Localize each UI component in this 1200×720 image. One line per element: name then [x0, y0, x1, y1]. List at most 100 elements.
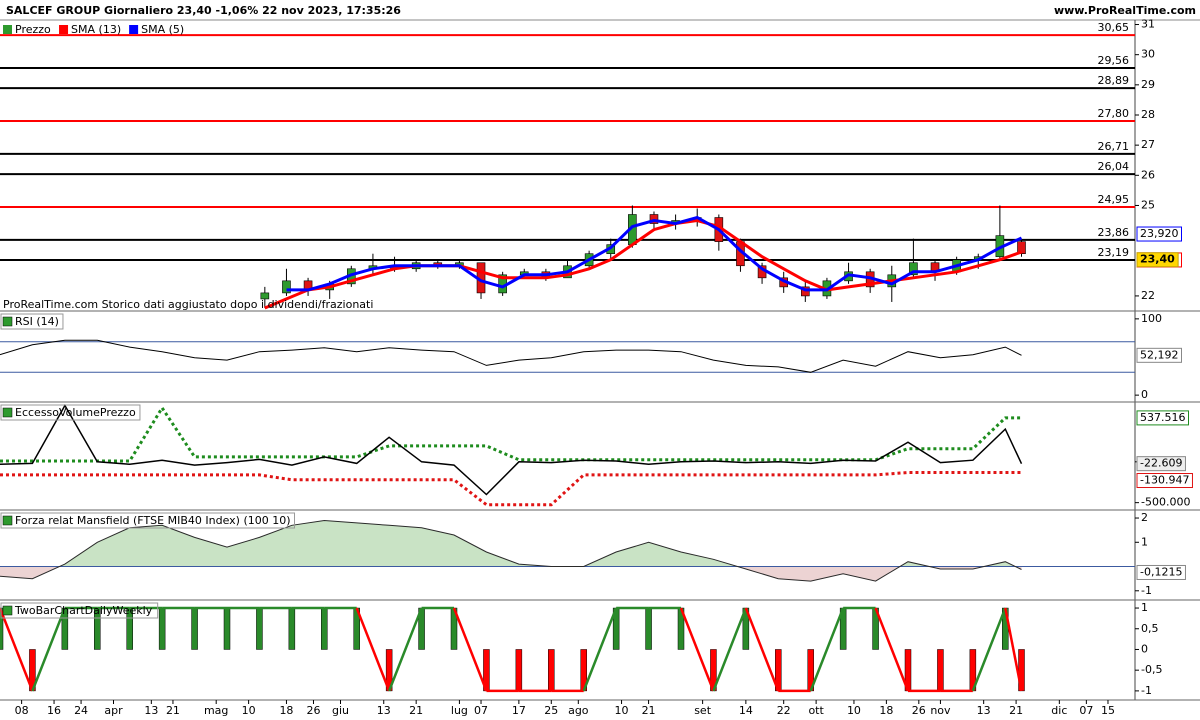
x-tick-label: 08 — [15, 704, 29, 717]
y-tick-label: 29 — [1141, 78, 1155, 91]
value-label-box — [1136, 347, 1182, 363]
level-label: 27,80 — [1098, 107, 1130, 120]
x-tick-label: 18 — [879, 704, 893, 717]
level-label: 30,65 — [1098, 21, 1130, 34]
panel-title-box — [0, 404, 141, 421]
signal-line — [809, 607, 845, 692]
legend-swatch — [59, 25, 69, 34]
indicator-line — [0, 403, 1023, 496]
candle-body — [282, 280, 291, 294]
value-label: 23,40 — [1140, 253, 1175, 266]
x-tick-label: nov — [930, 704, 951, 717]
signal-bar — [256, 607, 263, 650]
signal-bar — [515, 649, 523, 692]
panel-overlay: Forza relat Mansfield (FTSE MIB40 Index)… — [0, 512, 296, 529]
panel — [0, 34, 1135, 310]
y-tick-label: 31 — [1141, 18, 1155, 31]
area-negative — [0, 566, 1022, 582]
value-label-box — [1136, 473, 1193, 489]
y-tick-label: 28 — [1141, 108, 1155, 121]
x-tick-label: ago — [568, 704, 589, 717]
signal-line — [744, 607, 780, 692]
signal-bar — [191, 607, 198, 650]
x-tick-label: ott — [808, 704, 824, 717]
panel-overlay: RSI (14) — [0, 313, 64, 330]
value-label: 23,920 — [1140, 227, 1179, 240]
y-tick-label: 1 — [1141, 601, 1148, 614]
y-tick-label: 30 — [1141, 48, 1155, 61]
upper-band — [0, 405, 1022, 463]
header-bar — [0, 0, 1200, 20]
x-tick-label: 14 — [739, 704, 753, 717]
signal-bar — [158, 607, 166, 650]
x-tick-label: 21 — [166, 704, 180, 717]
x-tick-label: lug — [451, 704, 468, 717]
y-tick-label: -500.000 — [1141, 496, 1190, 509]
value-label: 52,192 — [1140, 348, 1179, 361]
x-tick-label: 07 — [1079, 704, 1093, 717]
value-label-box — [1136, 410, 1189, 426]
signal-line — [0, 607, 34, 692]
indicator-line — [0, 339, 1022, 373]
x-tick-label: 25 — [544, 704, 558, 717]
value-label-box — [1136, 564, 1186, 580]
level-label: 24,95 — [1098, 193, 1130, 206]
signal-bar — [548, 649, 555, 692]
y-tick-label: 0 — [1141, 642, 1148, 655]
x-tick-label: 22 — [777, 704, 791, 717]
panel-overlay: 30,65 29,56 28,89 27,80 26,71 26,04 24,95 23,86… — [3, 21, 1129, 311]
panel-title[interactable]: Forza relat Mansfield (FTSE MIB40 Index)… — [15, 514, 291, 527]
candle-body — [260, 292, 270, 300]
x-tick-label: mag — [204, 704, 228, 717]
legend-label[interactable]: Prezzo — [15, 23, 51, 36]
signal-bar — [223, 607, 231, 650]
header-site[interactable]: www.ProRealTime.com — [1054, 4, 1196, 17]
x-tick-label: 17 — [512, 704, 526, 717]
level-label: 28,89 — [1098, 74, 1130, 87]
x-tick-label: 10 — [242, 704, 256, 717]
header-title: SALCEF GROUP Giornaliero 23,40 -1,06% 22… — [6, 4, 401, 17]
signal-bar — [288, 607, 296, 650]
value-label: -130.947 — [1140, 474, 1189, 487]
sma-line — [264, 218, 1023, 310]
signal-line — [971, 607, 1007, 692]
panel-title[interactable]: EccessoVolumePrezzo — [15, 406, 136, 419]
panel — [0, 403, 1023, 507]
x-tick-label: giu — [332, 704, 349, 717]
panel-title[interactable]: TwoBarChartDailyWeekly — [14, 604, 153, 617]
panel-title-box — [0, 602, 159, 619]
area-positive — [0, 520, 1022, 567]
value-label-box — [1136, 456, 1186, 472]
legend-label[interactable]: SMA (5) — [141, 23, 184, 36]
value-label: -22.609 — [1140, 457, 1182, 470]
signal-bar — [645, 607, 652, 650]
signal-line — [874, 607, 910, 692]
panel-overlay: EccessoVolumePrezzo — [0, 404, 141, 421]
value-label: -0,1215 — [1140, 565, 1182, 578]
level-label: 23,19 — [1098, 246, 1130, 259]
x-tick-label: 26 — [912, 704, 926, 717]
panel-title-swatch — [2, 515, 13, 526]
sma-line — [286, 215, 1023, 292]
signal-bar — [0, 607, 4, 650]
candle-body — [1017, 241, 1026, 255]
x-tick-label: 07 — [474, 704, 488, 717]
legend-label[interactable]: SMA (13) — [71, 23, 121, 36]
signal-line — [712, 607, 748, 692]
x-tick-label: 13 — [977, 704, 991, 717]
x-tick-label: dic — [1051, 704, 1067, 717]
annotation: ProRealTime.com Storico dati aggiustato … — [3, 298, 373, 311]
panel-title[interactable]: RSI (14) — [15, 315, 59, 328]
y-tick-label: -1 — [1141, 584, 1152, 597]
x-tick-label: 16 — [47, 704, 61, 717]
panel-title-box — [0, 313, 64, 330]
y-tick-label: -1 — [1141, 684, 1152, 697]
panel — [0, 339, 1135, 373]
x-tick-label: apr — [104, 704, 123, 717]
panel-title-swatch — [2, 407, 13, 418]
x-tick-label: 13 — [144, 704, 158, 717]
x-tick-label: 10 — [615, 704, 629, 717]
legend-swatch — [129, 25, 139, 34]
